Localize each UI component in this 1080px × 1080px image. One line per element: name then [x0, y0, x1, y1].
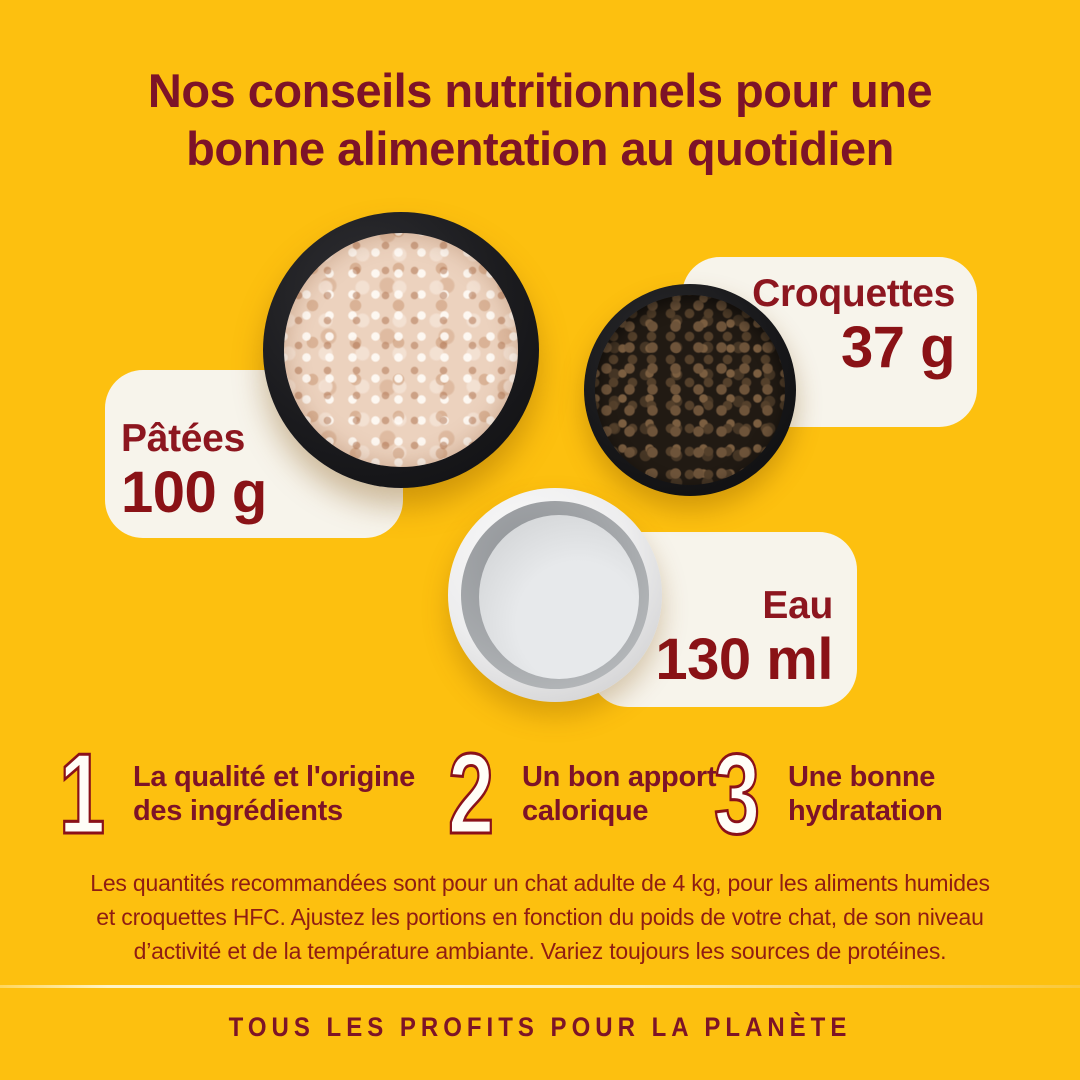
- divider-line: [0, 985, 1080, 988]
- point-2-label: Un bon apport calorique: [522, 761, 717, 827]
- point-3: 3 Une bonne hydratation: [710, 729, 943, 858]
- water-bowl-photo: [448, 488, 662, 702]
- point-1: 1 La qualité et l'origine des ingrédient…: [55, 729, 415, 858]
- pate-bowl-photo: [263, 212, 539, 488]
- point-2: 2 Un bon apport calorique: [444, 729, 717, 858]
- croquettes-card-content: Croquettes 37 g: [752, 271, 955, 379]
- kibble-texture: [595, 295, 785, 485]
- pate-food-texture: [284, 233, 518, 467]
- eau-amount: 130 ml: [655, 627, 833, 692]
- point-3-number: 3: [713, 729, 761, 858]
- page-title: Nos conseils nutritionnels pour une bonn…: [147, 64, 933, 175]
- point-1-label: La qualité et l'origine des ingrédients: [133, 761, 415, 827]
- point-3-label: Une bonne hydratation: [788, 761, 943, 827]
- footer-tagline: TOUS LES PROFITS POUR LA PLANÈTE: [228, 1012, 852, 1043]
- pate-label: Pâtées: [121, 417, 245, 460]
- eau-card-content: Eau 130 ml: [655, 583, 833, 691]
- point-1-number: 1: [58, 729, 106, 858]
- point-2-number: 2: [447, 729, 495, 858]
- kibble-bowl-photo: [584, 284, 796, 496]
- recommendation-note: Les quantités recommandées sont pour un …: [90, 870, 990, 964]
- pate-card-content: Pâtées 100 g: [121, 416, 267, 524]
- pate-amount: 100 g: [121, 460, 267, 525]
- water-surface: [479, 515, 639, 679]
- eau-label: Eau: [762, 584, 833, 627]
- croquettes-amount: 37 g: [840, 315, 956, 380]
- croquettes-label: Croquettes: [752, 272, 955, 315]
